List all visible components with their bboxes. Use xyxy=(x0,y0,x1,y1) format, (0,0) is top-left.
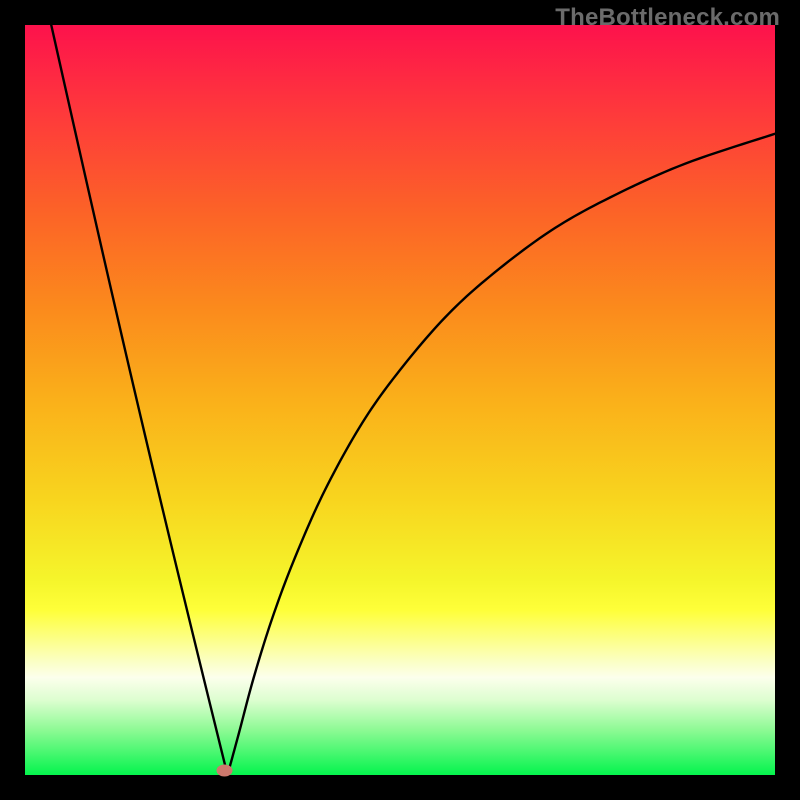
bottleneck-chart xyxy=(0,0,800,800)
minimum-marker xyxy=(217,765,233,777)
watermark-text: TheBottleneck.com xyxy=(555,4,780,32)
